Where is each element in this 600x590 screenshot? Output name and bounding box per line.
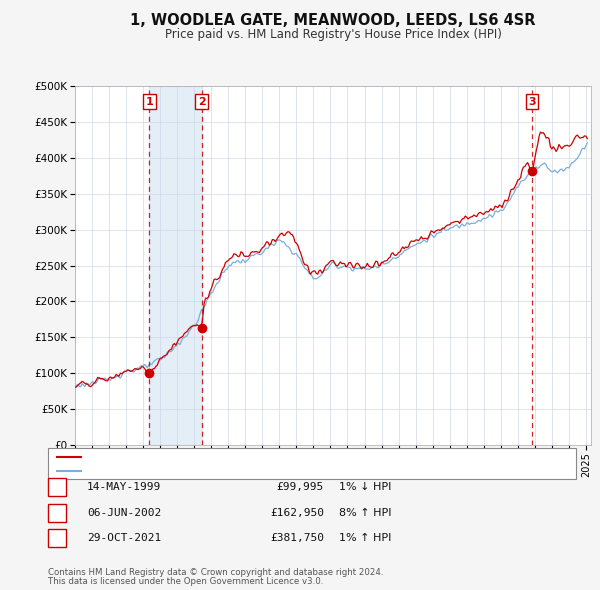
Text: 1% ↑ HPI: 1% ↑ HPI [339,533,391,543]
Text: Price paid vs. HM Land Registry's House Price Index (HPI): Price paid vs. HM Land Registry's House … [164,28,502,41]
Text: 2: 2 [197,97,205,107]
Text: Contains HM Land Registry data © Crown copyright and database right 2024.: Contains HM Land Registry data © Crown c… [48,568,383,577]
Text: 2: 2 [53,506,61,519]
Text: 3: 3 [53,532,61,545]
Text: 1, WOODLEA GATE, MEANWOOD, LEEDS, LS6 4SR: 1, WOODLEA GATE, MEANWOOD, LEEDS, LS6 4S… [130,13,536,28]
Text: 3: 3 [528,97,536,107]
Text: 1: 1 [53,481,61,494]
Text: 1: 1 [146,97,153,107]
Text: HPI: Average price, detached house, Leeds: HPI: Average price, detached house, Leed… [85,467,308,476]
Text: £99,995: £99,995 [277,483,324,492]
Text: 8% ↑ HPI: 8% ↑ HPI [339,508,391,517]
Text: 1% ↓ HPI: 1% ↓ HPI [339,483,391,492]
Text: 29-OCT-2021: 29-OCT-2021 [87,533,161,543]
Text: £162,950: £162,950 [270,508,324,517]
Text: This data is licensed under the Open Government Licence v3.0.: This data is licensed under the Open Gov… [48,576,323,586]
Text: 14-MAY-1999: 14-MAY-1999 [87,483,161,492]
Bar [149,86,202,445]
Text: 1, WOODLEA GATE, MEANWOOD, LEEDS, LS6 4SR (detached house): 1, WOODLEA GATE, MEANWOOD, LEEDS, LS6 4S… [85,452,439,462]
Text: 06-JUN-2002: 06-JUN-2002 [87,508,161,517]
Text: £381,750: £381,750 [270,533,324,543]
